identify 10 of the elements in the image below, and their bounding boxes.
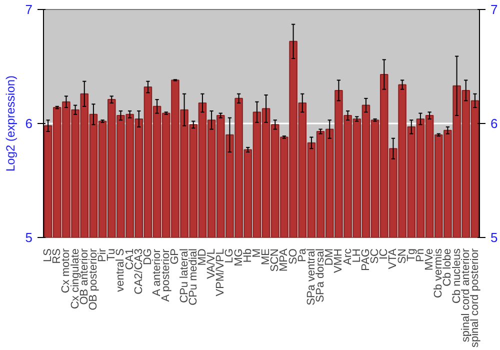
y-tick-label: 5 (25, 230, 33, 245)
x-tick-label: DG (142, 248, 154, 265)
y2-tick-label: 6 (490, 116, 498, 131)
y-axis-title: Log2 (expression) (3, 75, 18, 172)
y-tick-label: 7 (25, 2, 33, 17)
y2-tick-label: 7 (490, 2, 498, 17)
y-tick-label: 6 (25, 116, 33, 131)
x-tick-label: RS (51, 248, 64, 264)
y2-tick-label: 5 (490, 230, 498, 245)
x-tick-label: CPu medial (187, 248, 200, 306)
